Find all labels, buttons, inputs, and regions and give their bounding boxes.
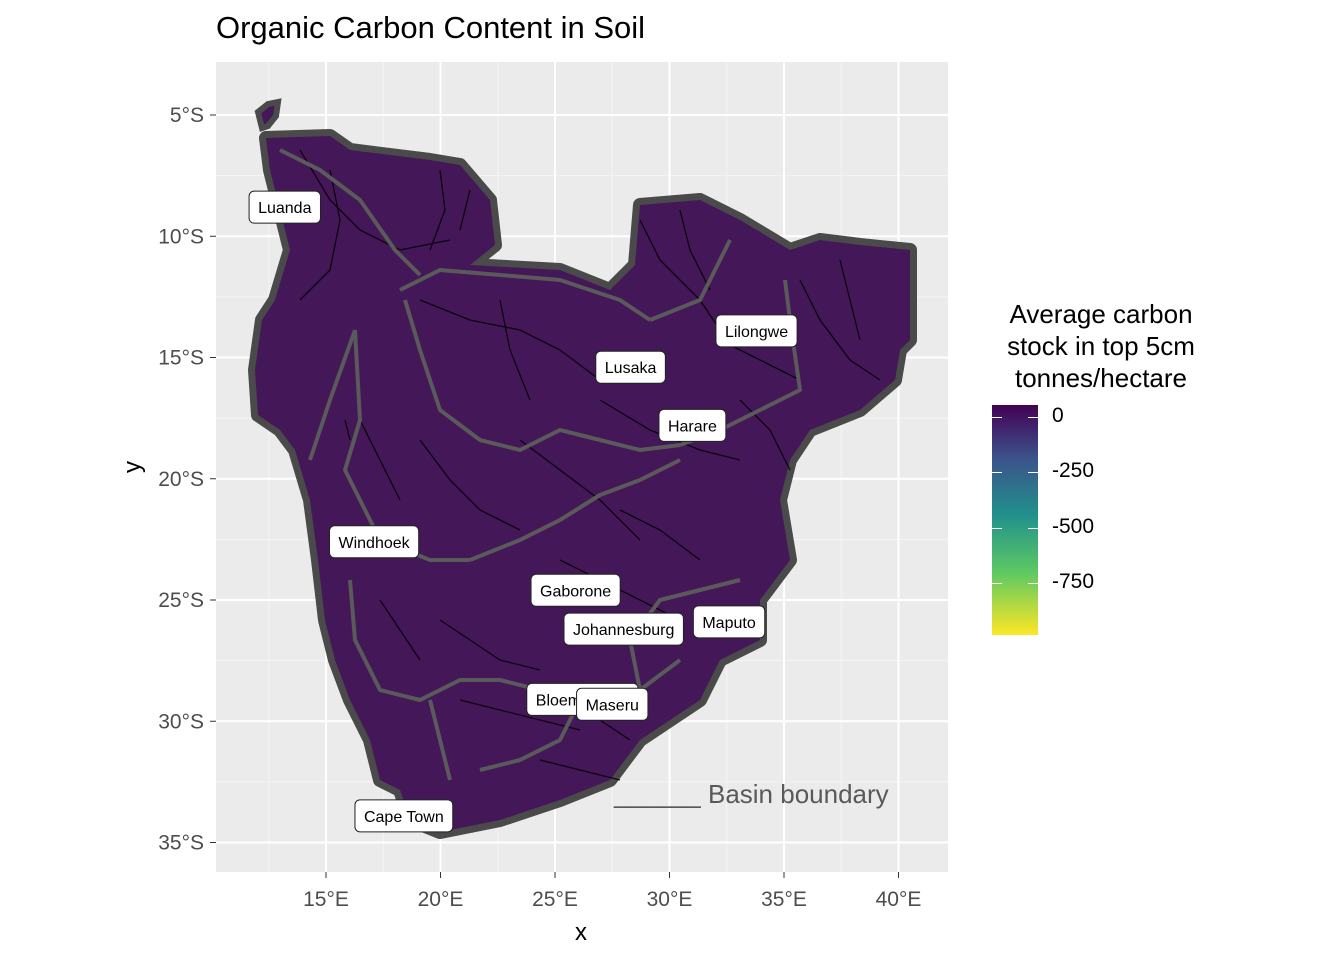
city-name: Harare bbox=[668, 418, 717, 435]
city-label-box bbox=[530, 573, 621, 607]
city-label-harare: Harare bbox=[658, 408, 727, 442]
city-label-luanda: Luanda bbox=[248, 190, 321, 224]
city-name: Lilongwe bbox=[725, 324, 788, 341]
legend-label-750: -750 bbox=[1052, 570, 1095, 593]
legend-title-line-3: tonnes/hectare bbox=[1014, 363, 1187, 393]
x-tick-label: 15°E bbox=[303, 888, 349, 911]
city-name: Johannesburg bbox=[573, 622, 674, 639]
legend-label-250: -250 bbox=[1052, 459, 1095, 482]
city-name: Maputo bbox=[702, 615, 755, 632]
x-tick-label: 20°E bbox=[418, 888, 464, 911]
city-label-box bbox=[595, 350, 666, 384]
city-label-maputo: Maputo bbox=[692, 605, 766, 639]
legend-tick-750 bbox=[992, 583, 1002, 584]
legend-tick-0-right bbox=[1028, 417, 1038, 418]
legend-tick-250-right bbox=[1028, 472, 1038, 473]
city-label-box bbox=[576, 687, 649, 721]
city-name: Lusaka bbox=[605, 360, 657, 377]
city-label-box bbox=[563, 612, 684, 646]
city-label-box bbox=[329, 525, 420, 559]
legend-tick-750-right bbox=[1028, 583, 1038, 584]
y-tick-label: 10°S bbox=[158, 225, 204, 248]
legend-tick-0 bbox=[992, 417, 1002, 418]
basin-boundaries bbox=[279, 148, 802, 781]
city-label-cape-town: Cape Town bbox=[354, 799, 454, 833]
city-label-box bbox=[692, 605, 766, 639]
y-tick-label: 5°S bbox=[170, 104, 204, 127]
legend-title-line-2: stock in top 5cm bbox=[1007, 331, 1195, 361]
city-name: Maseru bbox=[586, 697, 639, 714]
city-label-box bbox=[715, 314, 798, 348]
city-label-box bbox=[354, 799, 454, 833]
y-tick-label: 25°S bbox=[158, 589, 204, 612]
y-tick-label: 20°S bbox=[158, 468, 204, 491]
legend-tick-250 bbox=[992, 472, 1002, 473]
city-label-maseru: Maseru bbox=[576, 687, 649, 721]
city-label-gaborone: Gaborone bbox=[530, 573, 621, 607]
legend-label-0: 0 bbox=[1052, 404, 1064, 427]
legend-tick-500 bbox=[992, 528, 1002, 529]
y-tick-label: 35°S bbox=[158, 832, 204, 855]
x-tick-label: 30°E bbox=[647, 888, 693, 911]
map-title: Organic Carbon Content in Soil bbox=[216, 10, 646, 45]
city-label-johannesburg: Johannesburg bbox=[563, 612, 684, 646]
city-label-lilongwe: Lilongwe bbox=[715, 314, 798, 348]
city-label-windhoek: Windhoek bbox=[329, 525, 420, 559]
legend-label-500: -500 bbox=[1052, 515, 1095, 538]
y-tick-label: 30°S bbox=[158, 710, 204, 733]
cabinda-enclave bbox=[254, 98, 282, 132]
x-tick-label: 25°E bbox=[532, 888, 578, 911]
x-tick-label: 40°E bbox=[876, 888, 922, 911]
x-tick-label: 35°E bbox=[761, 888, 807, 911]
city-name: Luanda bbox=[258, 200, 311, 217]
x-axis-title: x bbox=[575, 919, 587, 946]
legend-title-line-1: Average carbon bbox=[1009, 299, 1193, 329]
legend-colorbar bbox=[992, 405, 1038, 635]
city-name: Cape Town bbox=[364, 809, 444, 826]
y-tick-label: 15°S bbox=[158, 347, 204, 370]
city-name: Windhoek bbox=[339, 535, 411, 552]
city-name: Gaborone bbox=[540, 583, 611, 600]
legend-title: Average carbon stock in top 5cm tonnes/h… bbox=[986, 298, 1216, 394]
legend-tick-500-right bbox=[1028, 528, 1038, 529]
city-label-box bbox=[248, 190, 321, 224]
city-label-lusaka: Lusaka bbox=[595, 350, 666, 384]
basin-boundary-note: ______ Basin boundary bbox=[613, 779, 889, 809]
city-label-box bbox=[658, 408, 727, 442]
y-axis-title: y bbox=[119, 461, 146, 473]
